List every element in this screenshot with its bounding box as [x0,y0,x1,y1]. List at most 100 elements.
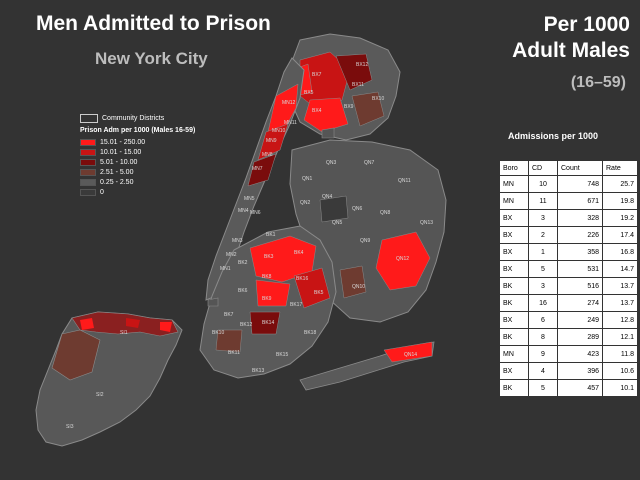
district-label: BK6 [238,288,248,294]
district-label: BX4 [312,108,322,114]
cell-count: 671 [557,192,603,210]
legend-class-label: 10.01 - 15.00 [100,148,142,156]
district-label: BK3 [264,254,274,260]
legend-swatch [80,188,96,196]
legend-classes: 15.01 - 250.00 10.01 - 15.00 5.01 - 10.00 2… [80,137,250,197]
cell-boro: BK [499,277,529,295]
district-label: MN2 [226,252,237,258]
district-label: MN12 [282,100,296,106]
cell-rate: 17.4 [602,226,638,244]
cell-cd: 6 [528,311,558,329]
cell-count: 396 [557,362,603,380]
cell-count: 226 [557,226,603,244]
col-cd: CD [528,160,558,176]
table-row: BX 3 328 19.2 [499,209,638,227]
admissions-table: Boro CD Count Rate MN 10 748 25.7 MN 11 671 19.… [499,160,638,397]
cell-boro: BX [499,209,529,227]
staten-island-hot-1 [80,318,94,330]
table-row: BK 16 274 13.7 [499,294,638,312]
district-label: QN9 [360,238,371,244]
table-row: MN 9 423 11.8 [499,345,638,363]
district-label: QN11 [398,178,411,184]
district-label: BK13 [252,368,265,374]
district-label: BK7 [224,312,234,318]
cell-rate: 13.7 [602,277,638,295]
district-label: BK4 [294,250,304,256]
district-label: MN9 [266,138,277,144]
cell-boro: BK [499,294,529,312]
district-label: MN11 [284,120,297,126]
admissions-title: Admissions per 1000 [508,131,599,141]
cell-boro: BK [499,379,529,397]
map-subtitle: New York City [95,49,208,68]
legend-class-2: 5.01 - 10.00 [80,157,250,167]
legend-class-label: 5.01 - 10.00 [100,158,138,166]
rate-unit-line-2: Adult Males [512,39,630,62]
staten-island-hot-2 [126,318,140,328]
table-row: BK 5 457 10.1 [499,379,638,397]
district-label: QN14 [404,352,418,358]
district-label: BX11 [352,82,364,88]
cell-boro: BK [499,328,529,346]
district-label: BK10 [212,330,225,336]
cell-boro: MN [499,175,529,193]
manhattan-hot-north [267,83,299,133]
cell-cd: 5 [528,379,558,397]
queens-hot-jamaica [375,231,431,291]
district-label: QN1 [302,176,313,182]
district-label: QN10 [352,284,366,290]
district-label: QN3 [326,160,337,166]
table-row: MN 11 671 19.8 [499,192,638,210]
cell-count: 457 [557,379,603,397]
cell-rate: 10.6 [602,362,638,380]
cell-cd: 2 [528,226,558,244]
map-legend: Community Districts Prison Adm per 1000 … [80,114,250,197]
bronx-hot-3 [335,53,373,91]
table-row: MN 10 748 25.7 [499,175,638,193]
cell-cd: 5 [528,260,558,278]
cell-cd: 9 [528,345,558,363]
brooklyn-hot-sunset [215,329,243,353]
district-label: QN6 [352,206,363,212]
district-label: MN7 [252,166,263,172]
district-label: BK11 [228,350,240,356]
legend-class-label: 2.51 - 5.00 [100,168,134,176]
admissions-body: MN 10 748 25.7 MN 11 671 19.8 BX 3 328 19.2 BX 2 226 17… [499,175,638,397]
cell-boro: BX [499,243,529,261]
district-label: MN1 [220,266,231,272]
district-label: BK17 [290,302,303,308]
cell-cd: 3 [528,209,558,227]
legend-title: Prison Adm per 1000 (Males 16-59) [80,127,196,134]
staten-island-north-shore [71,311,179,337]
cell-boro: MN [499,345,529,363]
cell-boro: BX [499,362,529,380]
legend-swatch [80,138,96,146]
cell-cd: 3 [528,277,558,295]
cell-rate: 16.8 [602,243,638,261]
district-label: BK14 [262,320,275,326]
cell-cd: 10 [528,175,558,193]
cell-rate: 11.8 [602,345,638,363]
district-label: BK1 [266,232,276,238]
staten-island-mid [51,329,101,381]
manhattan-hot-mid [247,153,277,187]
district-label: QN4 [322,194,333,200]
cell-rate: 12.1 [602,328,638,346]
queens-hot-2 [339,265,367,299]
legend-class-4: 0.25 - 2.50 [80,177,250,187]
district-label: MN3 [232,238,243,244]
district-label: SI2 [96,392,104,398]
legend-swatch [80,158,96,166]
table-row: BX 1 358 16.8 [499,243,638,261]
cell-cd: 1 [528,243,558,261]
cell-cd: 4 [528,362,558,380]
cell-count: 274 [557,294,603,312]
legend-class-label: 0 [100,188,104,196]
legend-swatch [80,178,96,186]
queens-hot-3 [319,195,349,223]
bronx-hot-5 [351,91,385,127]
district-label: BK5 [314,290,324,296]
cell-rate: 19.2 [602,209,638,227]
cell-count: 423 [557,345,603,363]
cell-cd: 16 [528,294,558,312]
